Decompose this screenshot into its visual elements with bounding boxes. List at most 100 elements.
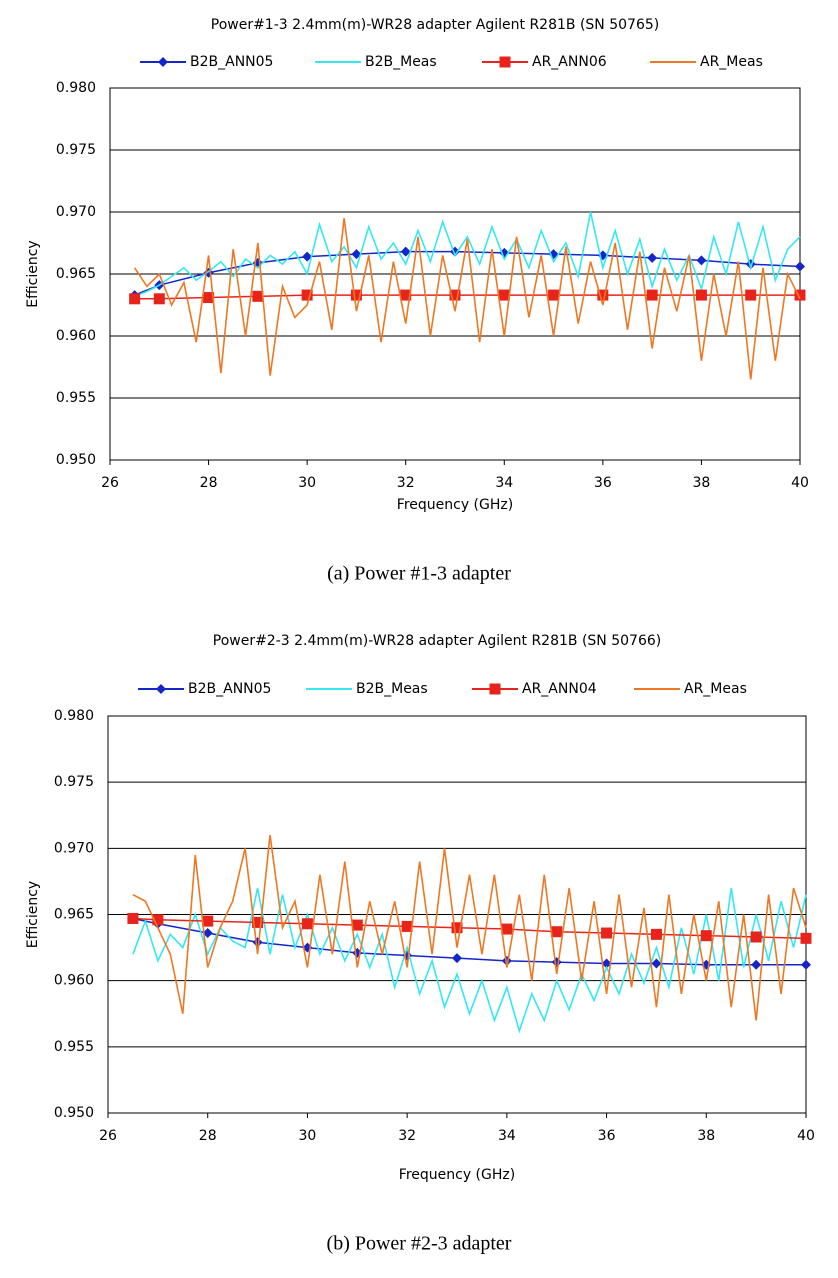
y-tick-label: 0.965 <box>54 907 94 923</box>
data-point <box>202 915 214 927</box>
data-point <box>601 958 612 969</box>
data-point <box>548 289 560 301</box>
x-axis-label: Frequency (GHz) <box>397 497 513 513</box>
y-tick-label: 0.980 <box>56 80 96 96</box>
x-tick-label: 40 <box>791 475 809 491</box>
chart-title: Power#2-3 2.4mm(m)-WR28 adapter Agilent … <box>213 633 661 649</box>
y-tick-label: 0.960 <box>54 973 94 989</box>
data-point <box>695 289 707 301</box>
legend-label: AR_ANN06 <box>532 54 607 70</box>
y-axis-label: Efficiency <box>25 881 41 948</box>
data-point <box>401 920 413 932</box>
data-point <box>400 246 411 257</box>
data-point <box>794 289 806 301</box>
x-tick-label: 30 <box>299 1128 317 1144</box>
legend-label: AR_ANN04 <box>522 681 597 697</box>
x-tick-label: 26 <box>101 475 119 491</box>
legend-marker <box>156 684 166 694</box>
data-point <box>801 959 811 970</box>
data-point <box>498 289 510 301</box>
legend-marker <box>158 57 168 67</box>
data-point <box>750 931 762 943</box>
x-tick-label: 36 <box>594 475 612 491</box>
data-point <box>449 289 461 301</box>
data-point <box>127 912 139 924</box>
data-point <box>301 289 313 301</box>
series-line <box>133 218 801 380</box>
legend-marker <box>489 683 501 695</box>
legend-label: B2B_Meas <box>365 54 437 70</box>
legend-label: AR_Meas <box>684 681 747 697</box>
data-point <box>452 953 462 964</box>
data-point <box>252 916 264 928</box>
data-point <box>651 958 662 969</box>
data-point <box>597 289 609 301</box>
data-point <box>301 918 313 930</box>
x-tick-label: 38 <box>697 1128 715 1144</box>
y-tick-label: 0.950 <box>56 452 96 468</box>
x-tick-label: 36 <box>598 1128 616 1144</box>
data-point <box>751 959 762 970</box>
data-point <box>501 923 513 935</box>
data-point <box>551 926 563 938</box>
data-point <box>350 289 362 301</box>
x-tick-label: 40 <box>797 1128 815 1144</box>
data-point <box>203 292 215 304</box>
legend-label: B2B_Meas <box>356 681 428 697</box>
data-point <box>302 251 313 262</box>
x-tick-label: 28 <box>200 475 218 491</box>
legend-label: B2B_ANN05 <box>188 681 271 697</box>
x-tick-label: 34 <box>498 1128 516 1144</box>
data-point <box>551 957 562 968</box>
data-point <box>501 955 512 966</box>
x-tick-label: 32 <box>397 475 415 491</box>
data-point <box>252 290 264 302</box>
data-point <box>129 293 141 305</box>
data-point <box>650 928 662 940</box>
y-tick-label: 0.965 <box>56 266 96 282</box>
data-point <box>351 249 362 260</box>
plot-frame <box>107 715 807 1114</box>
legend-label: AR_Meas <box>700 54 763 70</box>
y-tick-label: 0.960 <box>56 328 96 344</box>
data-point <box>451 922 463 934</box>
x-axis-label: Frequency (GHz) <box>399 1167 515 1183</box>
caption: (a) Power #1-3 adapter <box>327 563 511 585</box>
data-point <box>646 289 658 301</box>
y-tick-label: 0.970 <box>56 204 96 220</box>
x-tick-label: 34 <box>495 475 513 491</box>
y-tick-label: 0.950 <box>54 1105 94 1121</box>
y-tick-label: 0.955 <box>56 390 96 406</box>
data-point <box>252 937 263 948</box>
y-axis-label: Efficiency <box>25 240 41 307</box>
data-point <box>696 255 707 266</box>
data-point <box>647 252 658 263</box>
legend-marker <box>499 56 511 68</box>
data-point <box>795 261 805 272</box>
x-tick-label: 26 <box>99 1128 117 1144</box>
y-tick-label: 0.955 <box>54 1039 94 1055</box>
y-tick-label: 0.980 <box>54 708 94 724</box>
x-tick-label: 30 <box>298 475 316 491</box>
data-point <box>202 928 213 939</box>
data-point <box>601 927 613 939</box>
data-point <box>800 932 812 944</box>
plot-frame <box>109 87 801 461</box>
series-line <box>132 834 807 1021</box>
series-line <box>132 887 807 1034</box>
y-tick-label: 0.975 <box>56 142 96 158</box>
data-point <box>153 293 165 305</box>
caption: (b) Power #2-3 adapter <box>327 1233 512 1255</box>
x-tick-label: 38 <box>693 475 711 491</box>
x-tick-label: 28 <box>199 1128 217 1144</box>
chart-title: Power#1-3 2.4mm(m)-WR28 adapter Agilent … <box>211 17 659 33</box>
y-tick-label: 0.975 <box>54 774 94 790</box>
x-tick-label: 32 <box>398 1128 416 1144</box>
data-point <box>152 914 164 926</box>
y-tick-label: 0.970 <box>54 840 94 856</box>
data-point <box>351 919 363 931</box>
data-point <box>400 289 412 301</box>
legend-label: B2B_ANN05 <box>190 54 273 70</box>
